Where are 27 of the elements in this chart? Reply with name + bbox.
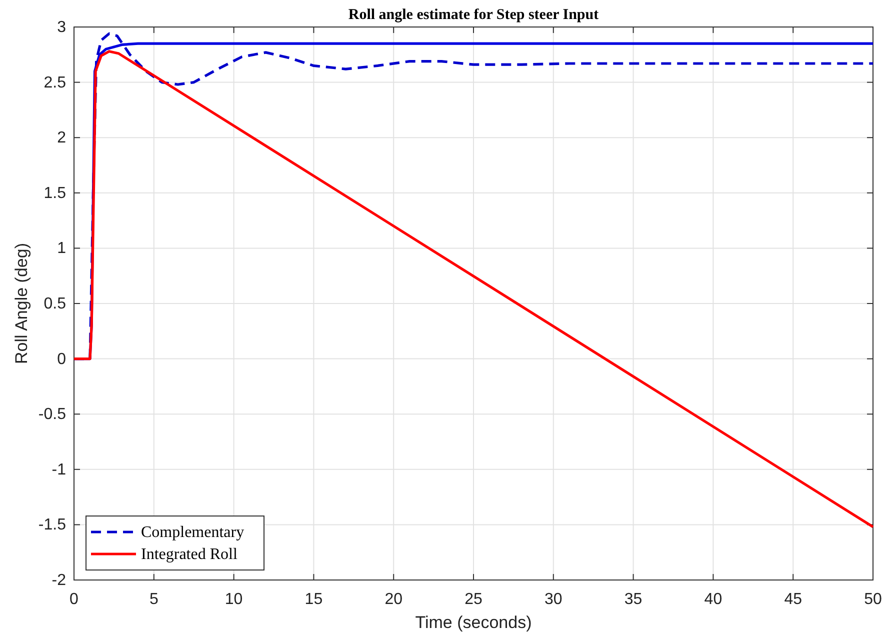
legend-label: Complementary (141, 524, 244, 541)
x-tick-label: 25 (464, 591, 482, 608)
x-tick-label: 30 (544, 591, 562, 608)
x-axis-title: Time (seconds) (415, 613, 532, 632)
y-tick-label: -1.5 (38, 516, 66, 534)
y-tick-label: -0.5 (38, 406, 66, 424)
y-tick-label: 0.5 (44, 296, 66, 312)
y-tick-label: 3 (57, 19, 66, 36)
x-tick-label: 40 (704, 591, 722, 608)
x-tick-label: 50 (864, 591, 882, 608)
x-tick-label: 10 (224, 591, 243, 608)
y-tick-label: 1 (57, 240, 66, 258)
chart-title: Roll angle estimate for Step steer Input (348, 7, 599, 23)
y-axis-title: Roll Angle (deg) (12, 243, 31, 364)
y-tick-label: -2 (52, 572, 66, 589)
y-tick-label: 2 (57, 130, 66, 147)
x-tick-label: 0 (70, 591, 79, 608)
x-tick-label: 15 (304, 591, 323, 608)
y-tick-label: 2.5 (44, 74, 66, 92)
y-tick-label: 0 (57, 350, 66, 368)
legend-label: Integrated Roll (141, 546, 238, 563)
x-tick-label: 35 (624, 591, 642, 608)
x-tick-label: 5 (149, 591, 158, 608)
x-tick-label: 20 (384, 591, 403, 608)
y-tick-label: 1.5 (44, 184, 66, 202)
x-tick-label: 45 (784, 591, 802, 608)
y-tick-label: -1 (52, 461, 66, 478)
